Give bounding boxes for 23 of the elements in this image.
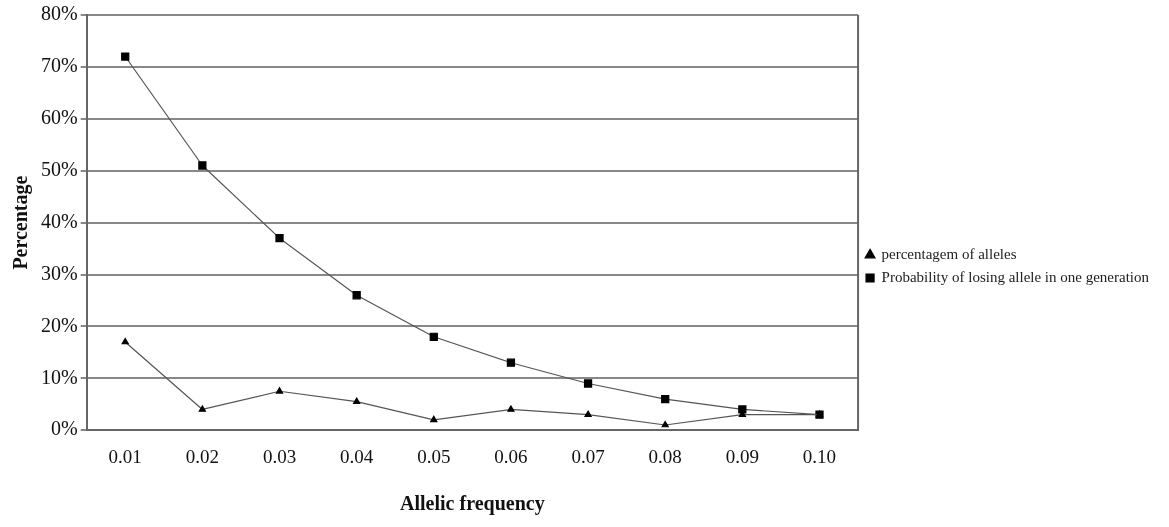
y-tick-label: 40%	[40, 209, 78, 232]
x-tick-label: 0.03	[262, 445, 297, 467]
y-tick-label: 50%	[40, 157, 78, 180]
x-tick-label: 0.04	[340, 445, 374, 467]
y-tick-label: 10%	[40, 365, 78, 388]
y-axis-title: Percentage	[9, 175, 33, 270]
x-tick-label: 0.08	[648, 445, 682, 467]
y-tick-label: 70%	[40, 54, 78, 77]
y-tick-label: 80%	[40, 2, 78, 25]
y-tick-label: 0%	[50, 417, 78, 440]
x-tick-label: 0.02	[185, 445, 219, 467]
y-tick-label: 20%	[40, 313, 78, 336]
x-tick-label: 0.09	[725, 445, 759, 467]
x-tick-label: 0.06	[494, 445, 528, 467]
y-tick-label: 30%	[40, 261, 78, 284]
x-tick-label: 0.10	[802, 445, 837, 467]
x-axis-title: Allelic frequency	[400, 492, 545, 516]
y-tick-label: 60%	[40, 106, 78, 129]
x-tick-label: 0.05	[417, 445, 451, 467]
x-tick-label: 0.07	[571, 445, 605, 467]
x-tick-label: 0.01	[108, 445, 142, 467]
legend-label: Probability of losing allele in one generation	[881, 268, 1150, 285]
legend-label: percentagem of alleles	[881, 245, 1017, 262]
